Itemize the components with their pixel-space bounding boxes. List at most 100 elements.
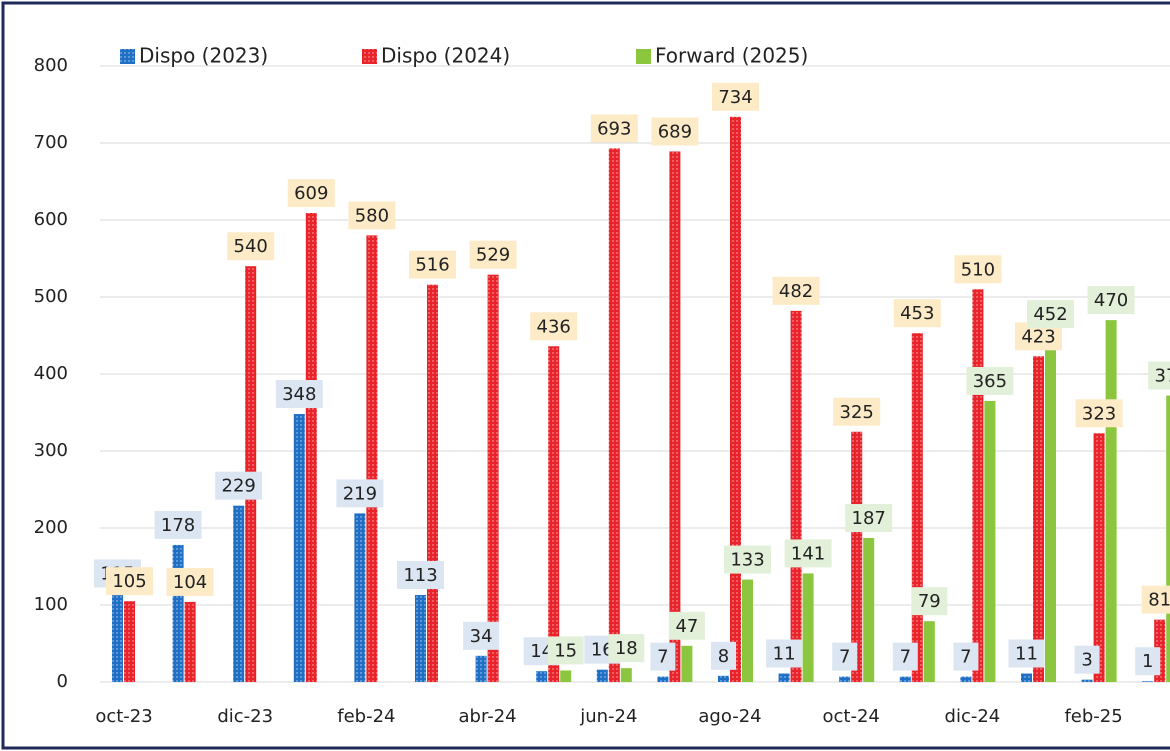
value-label-bg bbox=[547, 636, 584, 665]
value-label-bg bbox=[608, 634, 645, 663]
value-label-bg bbox=[166, 567, 214, 596]
y-tick-label: 300 bbox=[34, 440, 68, 461]
value-label-bg bbox=[651, 117, 699, 146]
legend-label: Dispo (2024) bbox=[381, 44, 510, 68]
bar bbox=[124, 601, 135, 682]
value-label-bg bbox=[590, 114, 638, 143]
value-label-bg bbox=[832, 642, 858, 671]
bar bbox=[657, 676, 669, 682]
value-label: 11 bbox=[1015, 644, 1038, 665]
bar bbox=[718, 675, 729, 682]
bar bbox=[863, 538, 875, 682]
value-label-bg bbox=[463, 621, 500, 650]
x-tick-label: dic-24 bbox=[945, 706, 1001, 727]
value-label: 3 bbox=[1081, 650, 1092, 671]
value-label: 219 bbox=[343, 483, 377, 504]
value-label-bg bbox=[966, 366, 1014, 395]
value-label-bg bbox=[668, 611, 705, 640]
value-label: 8 bbox=[718, 646, 729, 667]
value-label-bg bbox=[106, 567, 153, 596]
value-label-bg bbox=[953, 642, 979, 671]
bar bbox=[1093, 433, 1105, 682]
value-label: 516 bbox=[415, 255, 449, 276]
value-label-bg bbox=[911, 587, 948, 616]
bar bbox=[972, 289, 984, 682]
value-label: 1 bbox=[1142, 651, 1153, 672]
x-tick-label: ago-24 bbox=[698, 706, 761, 727]
bar bbox=[112, 593, 123, 682]
value-label: 11 bbox=[773, 644, 796, 665]
value-label: 18 bbox=[615, 638, 638, 659]
bar bbox=[487, 274, 499, 682]
value-label: 470 bbox=[1094, 290, 1128, 311]
bar bbox=[742, 579, 753, 682]
y-tick-label: 700 bbox=[34, 132, 68, 153]
bar bbox=[536, 671, 548, 682]
bar bbox=[730, 116, 741, 682]
value-label: 323 bbox=[1082, 403, 1116, 424]
value-label: 452 bbox=[1033, 304, 1067, 325]
value-label: 734 bbox=[718, 87, 752, 108]
value-label-bg bbox=[893, 299, 941, 328]
bar bbox=[427, 284, 438, 682]
y-tick-label: 200 bbox=[34, 517, 68, 538]
value-label: 372 bbox=[1155, 366, 1170, 387]
bar bbox=[778, 673, 790, 682]
value-label-bg bbox=[892, 642, 918, 671]
bar bbox=[305, 213, 317, 682]
bar bbox=[851, 431, 863, 682]
bar bbox=[669, 151, 681, 683]
value-label-bg bbox=[724, 545, 771, 574]
bar bbox=[899, 676, 911, 682]
bar bbox=[1021, 673, 1032, 682]
bar bbox=[1045, 333, 1056, 682]
value-label: 609 bbox=[294, 183, 328, 204]
value-label: 34 bbox=[470, 626, 493, 647]
value-label-bg bbox=[215, 471, 263, 500]
value-label-bg bbox=[833, 397, 881, 426]
value-label: 47 bbox=[675, 616, 698, 637]
value-label: 529 bbox=[476, 245, 510, 266]
value-label: 141 bbox=[791, 543, 825, 564]
value-label: 7 bbox=[839, 647, 850, 668]
y-tick-label: 800 bbox=[34, 55, 68, 76]
bar bbox=[293, 414, 305, 682]
value-label-bg bbox=[1008, 639, 1045, 668]
value-label-bg bbox=[397, 560, 444, 589]
value-label-bg bbox=[275, 380, 323, 409]
value-label-bg bbox=[1087, 286, 1135, 315]
value-label: 325 bbox=[840, 402, 874, 423]
value-label: 104 bbox=[173, 572, 207, 593]
value-label-bg bbox=[766, 639, 803, 668]
bar bbox=[366, 235, 378, 682]
value-label: 178 bbox=[161, 515, 195, 536]
x-tick-label: jun-24 bbox=[579, 706, 637, 727]
value-label-bg bbox=[845, 504, 893, 533]
legend-label: Dispo (2023) bbox=[139, 44, 268, 68]
bar bbox=[681, 645, 693, 682]
bar bbox=[960, 676, 972, 682]
value-label: 7 bbox=[900, 647, 911, 668]
y-tick-label: 600 bbox=[34, 209, 68, 230]
value-label: 7 bbox=[960, 647, 971, 668]
value-label: 16 bbox=[591, 640, 614, 661]
value-label: 14 bbox=[530, 641, 553, 662]
bar bbox=[1033, 356, 1044, 682]
value-label: 113 bbox=[403, 565, 437, 586]
value-label: 580 bbox=[355, 205, 389, 226]
bar bbox=[475, 655, 487, 682]
x-tick-label: abr-24 bbox=[459, 706, 517, 727]
value-label: 187 bbox=[852, 508, 886, 529]
value-label: 689 bbox=[658, 121, 692, 142]
bar bbox=[1166, 395, 1170, 682]
bar bbox=[233, 505, 245, 682]
value-label-bg bbox=[469, 240, 517, 269]
bar bbox=[172, 544, 184, 682]
value-label: 693 bbox=[597, 118, 631, 139]
value-label: 79 bbox=[918, 591, 941, 612]
legend-swatch bbox=[636, 49, 651, 64]
bar bbox=[984, 400, 996, 682]
value-label-bg bbox=[1148, 361, 1170, 390]
bar bbox=[1081, 679, 1093, 682]
value-label-bg bbox=[712, 82, 759, 111]
